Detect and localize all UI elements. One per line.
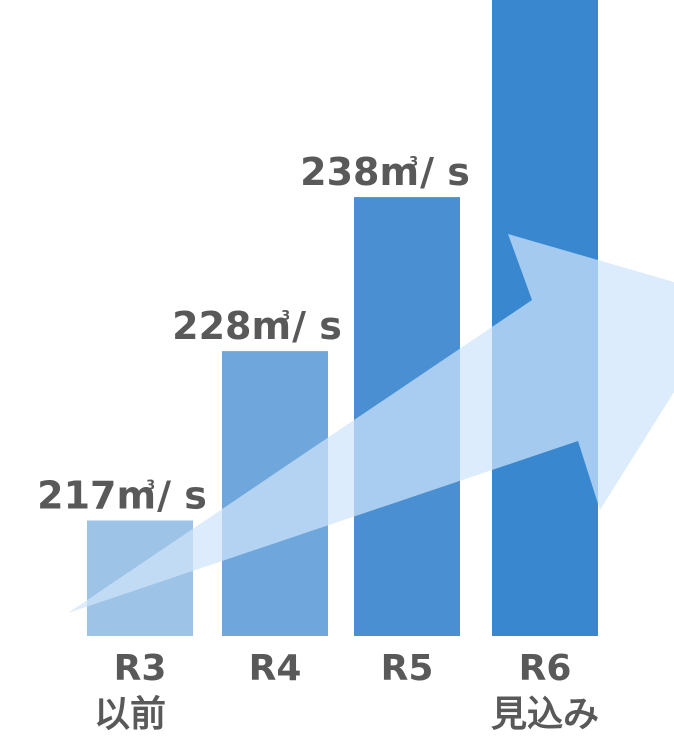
- category-label-r6: R6: [519, 648, 572, 689]
- value-label-r3: 217m3/ s: [37, 474, 207, 518]
- category-label-r4: R4: [249, 648, 302, 689]
- category-sublabel-r6: 見込み: [491, 694, 599, 735]
- value-label-r5: 238m3/ s: [300, 150, 470, 194]
- trend-arrow: [68, 234, 674, 613]
- category-label-r5: R5: [381, 648, 434, 689]
- category-label-r3: R3: [114, 648, 167, 689]
- category-sublabel-r3: 以前: [94, 694, 166, 735]
- value-label-r4: 228m3/ s: [172, 304, 342, 348]
